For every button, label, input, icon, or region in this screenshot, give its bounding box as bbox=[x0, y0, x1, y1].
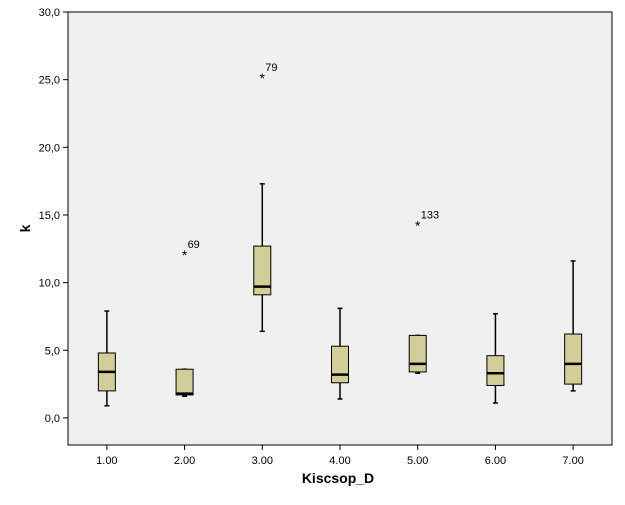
iqr-box bbox=[408, 334, 427, 373]
y-tick-label: 5,0 bbox=[45, 345, 60, 357]
iqr-box bbox=[253, 245, 272, 296]
iqr-box bbox=[331, 345, 349, 384]
box-3.00: *79 bbox=[253, 62, 278, 333]
x-tick-label: 2.00 bbox=[174, 455, 195, 467]
y-tick-label: 20,0 bbox=[39, 142, 60, 154]
y-tick-label: 0,0 bbox=[45, 413, 60, 425]
iqr-box bbox=[564, 333, 583, 385]
y-tick-label: 15,0 bbox=[39, 210, 60, 222]
x-tick-label: 4.00 bbox=[329, 455, 350, 467]
box-7.00 bbox=[564, 260, 583, 392]
y-axis: 0,0 5,0 10,0 15,0 20,0 25,0 30,0 bbox=[39, 7, 68, 425]
y-axis-title: k bbox=[17, 224, 33, 232]
box-2.00: *69 bbox=[175, 239, 200, 398]
x-axis: 1.00 2.00 3.00 4.00 5.00 6.00 7.00 bbox=[96, 445, 584, 467]
iqr-box bbox=[486, 355, 505, 386]
outlier-label: 69 bbox=[188, 239, 200, 251]
y-tick-label: 25,0 bbox=[39, 75, 60, 87]
y-tick-label: 30,0 bbox=[39, 7, 60, 19]
box-6.00 bbox=[486, 312, 505, 404]
x-tick-label: 1.00 bbox=[96, 455, 117, 467]
outlier-marker: * bbox=[415, 217, 421, 233]
iqr-box bbox=[175, 368, 194, 396]
outlier-label: 133 bbox=[421, 209, 439, 221]
outlier-label: 79 bbox=[265, 62, 277, 74]
outlier-marker: * bbox=[182, 247, 188, 263]
box-1.00 bbox=[97, 310, 116, 407]
x-tick-label: 3.00 bbox=[252, 455, 273, 467]
box-4.00 bbox=[331, 307, 349, 400]
x-tick-label: 7.00 bbox=[562, 455, 583, 467]
x-tick-label: 6.00 bbox=[485, 455, 506, 467]
box-series: *69*79*133 bbox=[97, 62, 583, 407]
box-5.00: *133 bbox=[408, 209, 439, 375]
outlier-marker: * bbox=[260, 70, 266, 86]
x-axis-title: Kiscsop_D bbox=[302, 470, 374, 486]
y-tick-label: 10,0 bbox=[39, 278, 60, 290]
x-tick-label: 5.00 bbox=[407, 455, 428, 467]
